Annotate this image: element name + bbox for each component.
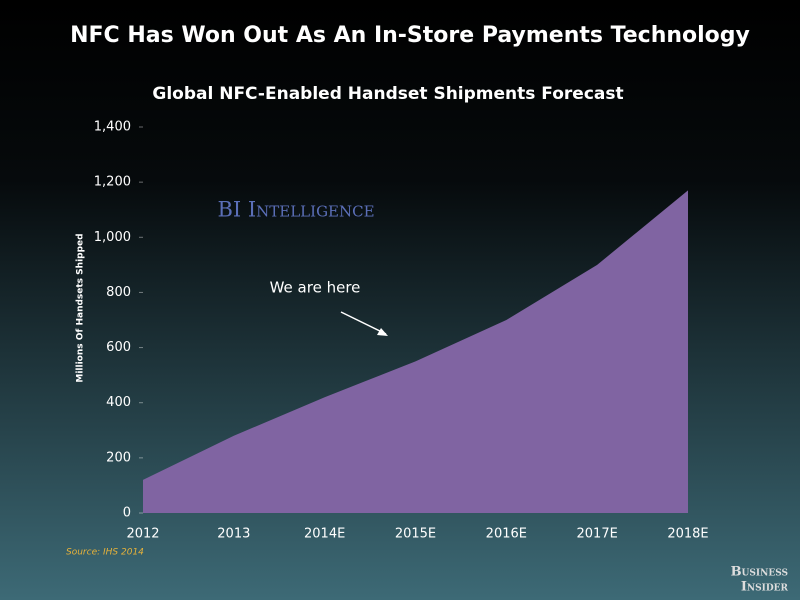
chart-title: NFC Has Won Out As An In-Store Payments … bbox=[70, 23, 750, 48]
logo-line: Insider bbox=[741, 580, 789, 595]
x-tick-label: 2017E bbox=[577, 527, 618, 542]
y-tick-label: 1,400 bbox=[94, 120, 131, 135]
chart-subtitle: Global NFC-Enabled Handset Shipments For… bbox=[152, 84, 623, 104]
y-tick-label: 200 bbox=[106, 450, 131, 465]
source: Source: IHS 2014 bbox=[66, 548, 144, 558]
y-tick-label: 1,200 bbox=[94, 175, 131, 190]
y-tick-label: 0 bbox=[123, 506, 131, 521]
x-tick-label: 2013 bbox=[217, 527, 250, 542]
y-axis-label: Millions Of Handsets Shipped bbox=[76, 233, 86, 382]
x-tick-label: 2018E bbox=[667, 527, 708, 542]
x-tick-label: 2015E bbox=[395, 527, 436, 542]
logo-line: Business bbox=[731, 565, 788, 580]
y-tick-label: 1,000 bbox=[94, 230, 131, 245]
x-tick-label: 2014E bbox=[304, 527, 345, 542]
annotation-arrow bbox=[340, 311, 387, 335]
x-tick-label: 2012 bbox=[126, 527, 159, 542]
area bbox=[143, 190, 688, 513]
watermark: BI Intelligence bbox=[217, 198, 374, 222]
annotation-arrowhead bbox=[377, 328, 388, 336]
annotation: We are here bbox=[270, 279, 361, 297]
y-tick-label: 600 bbox=[106, 340, 131, 355]
y-tick-label: 400 bbox=[106, 395, 131, 410]
x-tick-label: 2016E bbox=[486, 527, 527, 542]
y-tick-label: 800 bbox=[106, 285, 131, 300]
